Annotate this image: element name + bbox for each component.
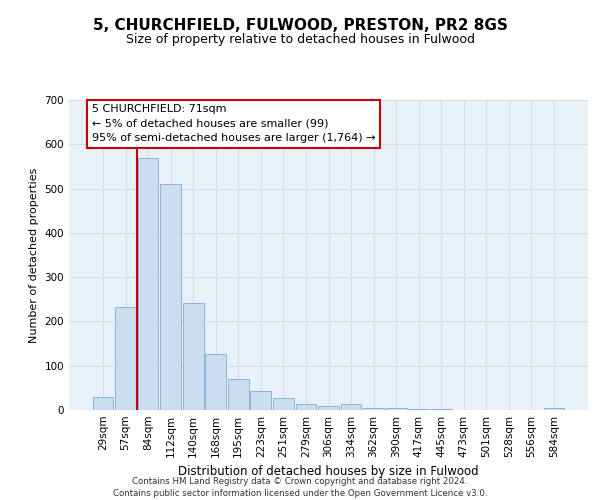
Text: Contains public sector information licensed under the Open Government Licence v3: Contains public sector information licen… [113, 489, 487, 498]
Bar [544, 408, 565, 410]
Bar [160, 184, 181, 410]
Bar [409, 408, 429, 410]
Bar [228, 379, 248, 410]
Text: Size of property relative to detached houses in Fulwood: Size of property relative to detached ho… [125, 32, 475, 46]
Bar [205, 354, 226, 410]
X-axis label: Distribution of detached houses by size in Fulwood: Distribution of detached houses by size … [178, 466, 479, 478]
Bar [115, 308, 136, 410]
Bar [431, 408, 452, 410]
Text: Contains HM Land Registry data © Crown copyright and database right 2024.: Contains HM Land Registry data © Crown c… [132, 478, 468, 486]
Text: 5, CHURCHFIELD, FULWOOD, PRESTON, PR2 8GS: 5, CHURCHFIELD, FULWOOD, PRESTON, PR2 8G… [92, 18, 508, 32]
Bar [137, 158, 158, 410]
Bar [183, 303, 203, 410]
Bar [341, 404, 361, 410]
Bar [318, 406, 339, 410]
Bar [386, 408, 407, 410]
Bar [92, 396, 113, 410]
Bar [250, 392, 271, 410]
Bar [273, 398, 294, 410]
Text: 5 CHURCHFIELD: 71sqm
← 5% of detached houses are smaller (99)
95% of semi-detach: 5 CHURCHFIELD: 71sqm ← 5% of detached ho… [92, 104, 375, 143]
Bar [363, 408, 384, 410]
Bar [296, 404, 316, 410]
Y-axis label: Number of detached properties: Number of detached properties [29, 168, 39, 342]
